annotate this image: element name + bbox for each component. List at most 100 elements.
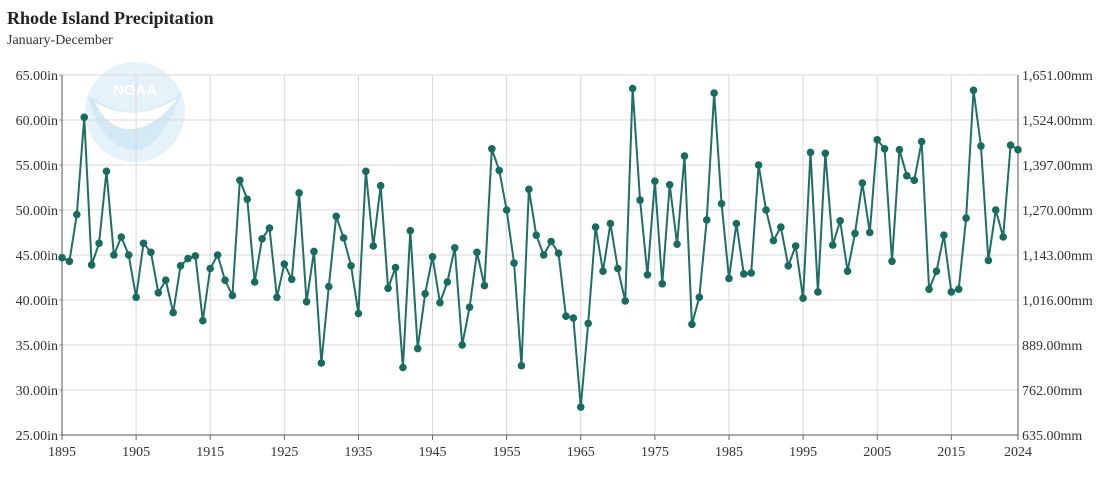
data-point (199, 316, 207, 325)
x-tick-label: 1945 (419, 445, 447, 460)
data-point (73, 210, 81, 219)
data-point (643, 271, 652, 279)
data-point (984, 256, 993, 265)
y-tick-label: 25.00in (16, 429, 58, 444)
x-tick-label: 2015 (937, 445, 965, 460)
data-point (599, 267, 607, 276)
data-point (458, 341, 466, 349)
data-point (977, 142, 985, 150)
data-point (154, 289, 163, 297)
series-line (61, 87, 1019, 409)
y2-tick-label: 1,016.00mm (1022, 294, 1093, 309)
data-point (510, 259, 518, 267)
data-point (258, 235, 266, 243)
data-point (421, 289, 429, 298)
data-point (821, 149, 830, 158)
x-tick-label: 1955 (493, 445, 521, 460)
svg-text:NOAA: NOAA (113, 82, 157, 99)
x-tick-label: 1995 (789, 445, 817, 460)
chart-title: Rhode Island Precipitation (7, 8, 214, 28)
data-point (280, 260, 289, 268)
data-point (910, 176, 919, 185)
x-tick-label: 1905 (122, 445, 150, 460)
data-point (695, 293, 704, 302)
data-point (191, 252, 200, 260)
data-point (717, 199, 726, 208)
data-point (161, 276, 170, 285)
data-point (725, 274, 733, 283)
data-point (888, 257, 896, 266)
data-point (636, 196, 644, 204)
data-point (784, 262, 793, 270)
data-point (169, 308, 177, 317)
data-point (710, 89, 718, 97)
data-point (206, 264, 215, 273)
data-point (851, 229, 859, 238)
data-point (569, 314, 578, 322)
y2-tick-label: 1,651.00mm (1022, 69, 1093, 84)
data-point (139, 239, 148, 248)
data-point (110, 251, 118, 259)
data-point (554, 249, 563, 257)
data-point (799, 294, 807, 303)
data-point (347, 262, 355, 270)
y2-tick-label: 635.00mm (1022, 429, 1082, 444)
noaa-logo: NOAA (85, 62, 185, 162)
data-point (384, 284, 392, 293)
data-point (539, 251, 548, 259)
data-point (124, 251, 133, 259)
x-tick-label: 1935 (344, 445, 372, 460)
data-point (399, 363, 407, 372)
x-tick-label: 1965 (567, 445, 595, 460)
data-point (880, 145, 889, 153)
data-point (947, 288, 956, 296)
data-point (999, 233, 1007, 241)
data-point (324, 282, 333, 291)
data-point (754, 161, 763, 169)
data-point (80, 113, 89, 122)
data-point (843, 267, 852, 276)
data-point (354, 309, 363, 318)
data-point (1006, 141, 1015, 149)
data-point (87, 261, 96, 269)
chart-subtitle: January-December (7, 33, 113, 48)
data-point (940, 231, 948, 239)
data-point (903, 172, 911, 180)
axes: 25.00in 635.00mm 30.00in 762.00mm 35.00in 889… (16, 69, 1093, 460)
data-point (680, 152, 689, 160)
data-point (184, 254, 192, 263)
data-point (339, 234, 348, 242)
data-point (673, 240, 681, 248)
x-tick-label: 1915 (196, 445, 224, 460)
x-tick-label: 1975 (641, 445, 669, 460)
data-point (562, 312, 570, 321)
data-point (954, 285, 963, 294)
data-point (65, 257, 74, 266)
data-point (584, 319, 592, 328)
plot-area (58, 84, 1022, 411)
x-tick-label: 2024 (1004, 445, 1032, 460)
y2-tick-label: 762.00mm (1022, 384, 1082, 399)
data-point (702, 216, 711, 224)
data-point (406, 226, 415, 235)
y-tick-label: 40.00in (16, 294, 58, 309)
data-point (865, 228, 874, 237)
data-point (814, 288, 822, 296)
data-point (651, 177, 659, 185)
data-point (287, 275, 296, 284)
data-point (991, 206, 1000, 214)
data-point (1014, 145, 1022, 154)
data-point (769, 236, 778, 245)
y-tick-label: 30.00in (16, 384, 58, 399)
y-tick-label: 50.00in (16, 204, 58, 219)
data-point (591, 223, 600, 231)
data-point (532, 231, 541, 239)
data-point (932, 267, 941, 276)
data-point (747, 269, 756, 277)
data-point (502, 206, 511, 214)
data-point (621, 297, 630, 305)
data-point (858, 179, 867, 187)
data-point (117, 233, 126, 241)
data-point (236, 176, 244, 185)
data-point (925, 285, 933, 294)
